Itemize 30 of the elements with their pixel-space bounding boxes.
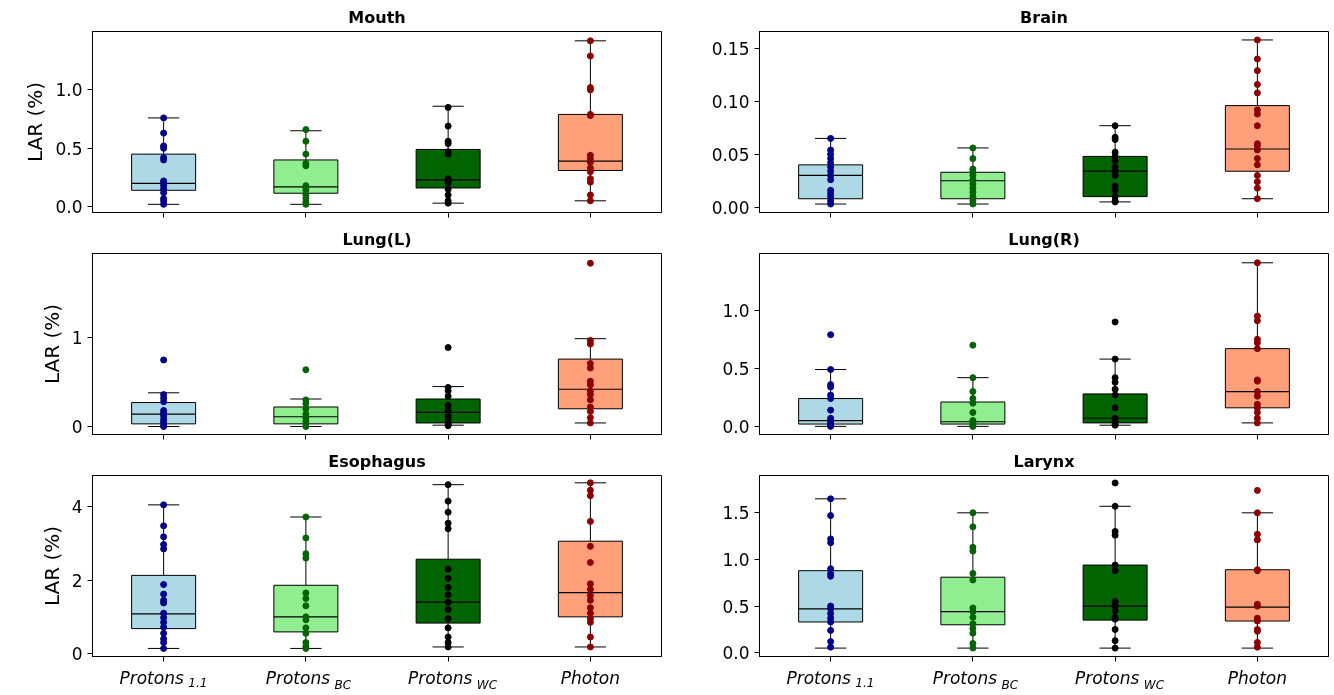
y-tick-label: 0.5	[722, 596, 750, 617]
y-axis-title: LAR (%)	[39, 525, 64, 607]
y-axis-title: LAR (%)	[39, 303, 64, 385]
chart-title: Mouth	[348, 7, 406, 27]
y-tick-label: 0.05	[711, 144, 750, 165]
y-tick-label: 4	[71, 497, 83, 518]
y-tick-label: 0.00	[711, 197, 750, 218]
y-tick-label: 0	[71, 417, 83, 438]
y-tick-label: 0.0	[55, 197, 83, 218]
y-tick-label: 0.0	[722, 416, 750, 437]
y-tick-label: 0.15	[711, 38, 750, 59]
chart-title: Lung(R)	[1008, 229, 1080, 249]
y-tick-label: 0.5	[722, 358, 750, 379]
x-tick-label: Photon	[1227, 667, 1288, 688]
chart-title: Esophagus	[328, 451, 426, 471]
y-tick-label: 1.0	[55, 80, 83, 101]
chart-title: Brain	[1020, 7, 1068, 27]
y-axis-title: LAR (%)	[23, 81, 48, 163]
y-tick-label: 0	[71, 644, 83, 665]
y-tick-label: 1.0	[722, 549, 750, 570]
y-tick-label: 0.10	[711, 91, 750, 112]
y-tick-label: 1.5	[722, 503, 750, 524]
y-tick-label: 2	[71, 570, 83, 591]
y-tick-label: 1.0	[722, 300, 750, 321]
chart-title: Lung(L)	[342, 229, 412, 249]
chart-title: Larynx	[1013, 451, 1076, 471]
y-tick-label: 1	[71, 328, 83, 349]
y-tick-label: 0.0	[722, 643, 750, 664]
y-tick-label: 0.5	[55, 138, 83, 159]
x-tick-label: Photon	[560, 667, 621, 688]
